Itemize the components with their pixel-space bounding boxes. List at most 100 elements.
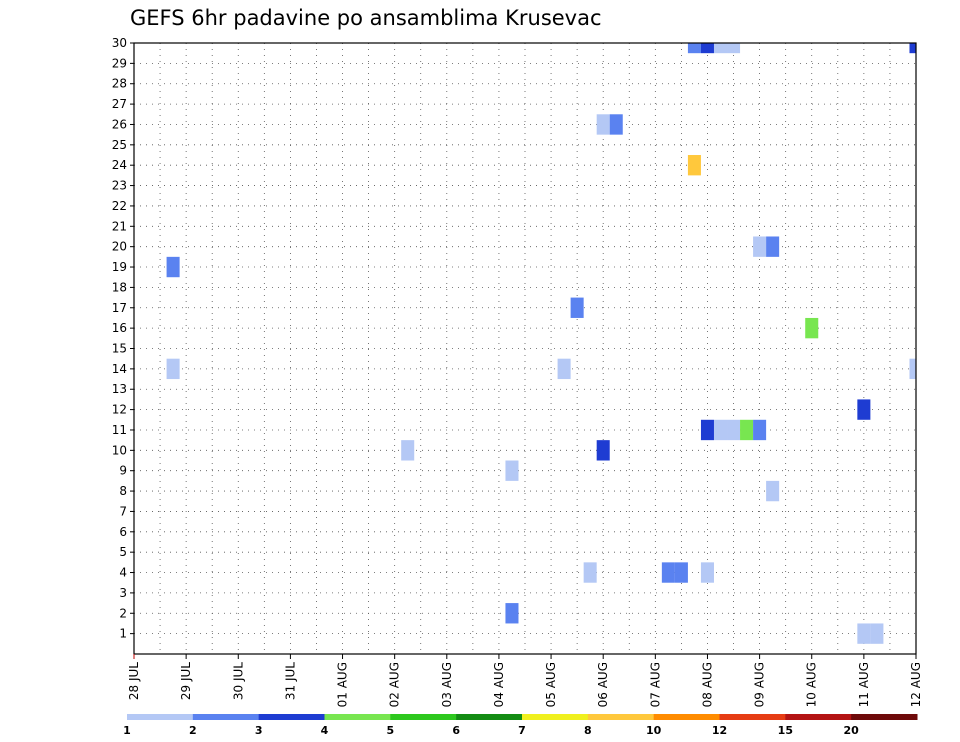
y-tick-label: 29: [112, 56, 127, 70]
legend-swatch: [192, 714, 260, 720]
y-tick-label: 7: [119, 504, 127, 518]
x-tick-label: 09 AUG: [753, 662, 767, 707]
precip-cell: [766, 480, 780, 502]
chart-title: GEFS 6hr padavine po ansamblima Krusevac: [130, 6, 602, 30]
precip-cell: [713, 43, 728, 54]
y-tick-label: 12: [112, 403, 127, 417]
y-tick-label: 15: [112, 342, 127, 356]
y-tick-label: 19: [112, 260, 127, 274]
precip-cell: [753, 236, 767, 257]
precip-cell: [570, 297, 584, 318]
precip-cell: [700, 419, 714, 441]
precipitation-cells: [166, 43, 916, 644]
x-tick-label: 31 JUL: [283, 662, 297, 700]
precip-cell: [687, 155, 701, 176]
y-tick-label: 8: [119, 484, 127, 498]
y-tick-label: 21: [112, 219, 127, 233]
x-tick-label: 02 AUG: [388, 662, 402, 707]
precip-cell: [700, 43, 714, 54]
precip-cell: [505, 460, 519, 481]
y-tick-label: 11: [112, 423, 127, 437]
y-tick-label: 9: [119, 464, 127, 478]
precip-cell: [700, 562, 714, 583]
precip-cell: [166, 358, 180, 380]
x-axis-ticks: 28 JUL 29 JUL 30 JUL 31 JUL 01 AUG 02 AUG 03 A…: [127, 654, 923, 707]
legend-label: 5: [387, 724, 395, 737]
y-tick-label: 30: [112, 36, 127, 50]
legend-swatch: [653, 714, 720, 720]
y-tick-label: 4: [119, 566, 127, 580]
legend-label: 12: [712, 724, 727, 737]
legend-swatch: [127, 714, 194, 720]
precip-cell: [870, 623, 884, 644]
precip-cell: [805, 317, 819, 339]
x-tick-label: 10 AUG: [805, 662, 819, 707]
y-tick-label: 25: [112, 138, 127, 152]
precip-cell: [505, 603, 519, 624]
x-tick-label: 03 AUG: [440, 662, 454, 707]
y-tick-label: 10: [112, 443, 127, 457]
precip-cell: [687, 43, 701, 54]
legend-label: 2: [189, 724, 197, 737]
y-tick-label: 23: [112, 179, 127, 193]
precip-cell: [766, 236, 780, 257]
x-tick-label: 04 AUG: [492, 662, 506, 707]
x-tick-label: 28 JUL: [127, 662, 141, 700]
x-tick-label: 05 AUG: [544, 662, 558, 707]
legend-swatch: [258, 714, 325, 720]
precip-cell: [857, 623, 871, 644]
precip-cell: [857, 399, 871, 420]
y-tick-label: 3: [119, 586, 127, 600]
legend-swatch: [522, 714, 589, 720]
y-tick-label: 14: [112, 362, 127, 376]
y-tick-label: 13: [112, 382, 127, 396]
y-tick-label: 17: [112, 301, 127, 315]
legend-swatch: [390, 714, 457, 720]
y-tick-label: 27: [112, 97, 127, 111]
precip-cell: [753, 419, 767, 441]
x-tick-label: 07 AUG: [648, 662, 662, 707]
y-tick-label: 2: [119, 606, 127, 620]
legend-swatch: [324, 714, 391, 720]
precip-cell: [909, 43, 916, 54]
y-axis-ticks: 1234567891011121314151617181920212223242…: [112, 36, 134, 641]
legend-label: 1: [123, 724, 131, 737]
x-tick-label: 30 JUL: [231, 662, 245, 700]
legend-label: 6: [452, 724, 460, 737]
precip-cell: [740, 419, 754, 441]
y-tick-label: 26: [112, 117, 127, 131]
x-tick-label: 08 AUG: [700, 662, 714, 707]
precip-cell: [596, 440, 610, 461]
x-tick-label: 12 AUG: [909, 662, 923, 707]
legend-swatch: [587, 714, 655, 720]
grid-lines: [134, 42, 916, 654]
precip-cell: [674, 562, 688, 583]
legend-label: 20: [844, 724, 860, 737]
precip-cell: [557, 358, 571, 380]
precip-cell: [661, 562, 675, 583]
y-tick-label: 28: [112, 77, 127, 91]
precip-cell: [713, 419, 728, 441]
legend-label: 4: [321, 724, 329, 737]
x-tick-label: 01 AUG: [336, 662, 350, 707]
legend-label: 3: [255, 724, 263, 737]
precip-cell: [401, 440, 415, 461]
color-legend: 1 2 3 4 5 6 7 8 10 12 15 20: [123, 714, 918, 737]
precip-cell: [583, 562, 597, 583]
precip-cell: [727, 419, 741, 441]
legend-swatch: [456, 714, 523, 720]
legend-swatch: [785, 714, 852, 720]
legend-label: 7: [518, 724, 526, 737]
x-tick-label: 06 AUG: [596, 662, 610, 707]
y-tick-label: 5: [119, 545, 127, 559]
y-tick-label: 6: [119, 525, 127, 539]
legend-label: 15: [778, 724, 793, 737]
precip-cell: [909, 358, 916, 380]
y-tick-label: 18: [112, 280, 127, 294]
legend-label: 8: [584, 724, 592, 737]
y-tick-label: 24: [112, 158, 127, 172]
precip-cell: [727, 43, 741, 54]
legend-swatch: [719, 714, 786, 720]
legend-swatch: [851, 714, 918, 720]
